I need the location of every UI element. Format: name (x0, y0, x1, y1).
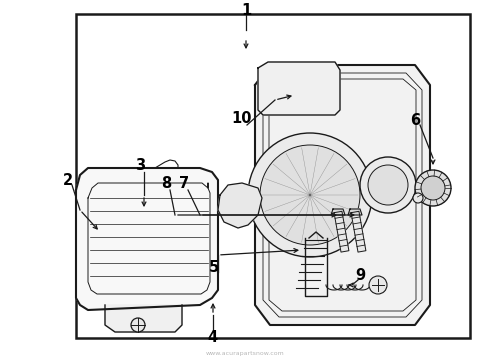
Text: 6: 6 (410, 113, 420, 127)
Polygon shape (348, 209, 362, 215)
Bar (76, 14, 470, 338)
Text: www.acurapartsnow.com: www.acurapartsnow.com (206, 351, 284, 356)
Polygon shape (331, 209, 345, 215)
Text: 8: 8 (161, 176, 171, 190)
Text: 1: 1 (241, 3, 251, 18)
Circle shape (260, 145, 360, 245)
Polygon shape (218, 183, 262, 228)
Circle shape (369, 276, 387, 294)
Text: 3: 3 (135, 158, 145, 172)
Circle shape (415, 170, 451, 206)
Text: 9: 9 (355, 267, 365, 283)
Polygon shape (351, 211, 366, 252)
Text: 7: 7 (179, 176, 189, 190)
Circle shape (421, 176, 445, 200)
Text: 5: 5 (209, 261, 219, 275)
Text: 2: 2 (63, 172, 73, 188)
Polygon shape (255, 65, 430, 325)
Polygon shape (258, 62, 340, 115)
Circle shape (413, 193, 423, 203)
Circle shape (131, 318, 145, 332)
Polygon shape (334, 211, 349, 252)
Circle shape (360, 157, 416, 213)
Polygon shape (76, 168, 218, 310)
Text: 4: 4 (207, 330, 217, 346)
Text: 10: 10 (232, 111, 252, 126)
Circle shape (248, 133, 372, 257)
Circle shape (368, 165, 408, 205)
Polygon shape (105, 305, 182, 332)
